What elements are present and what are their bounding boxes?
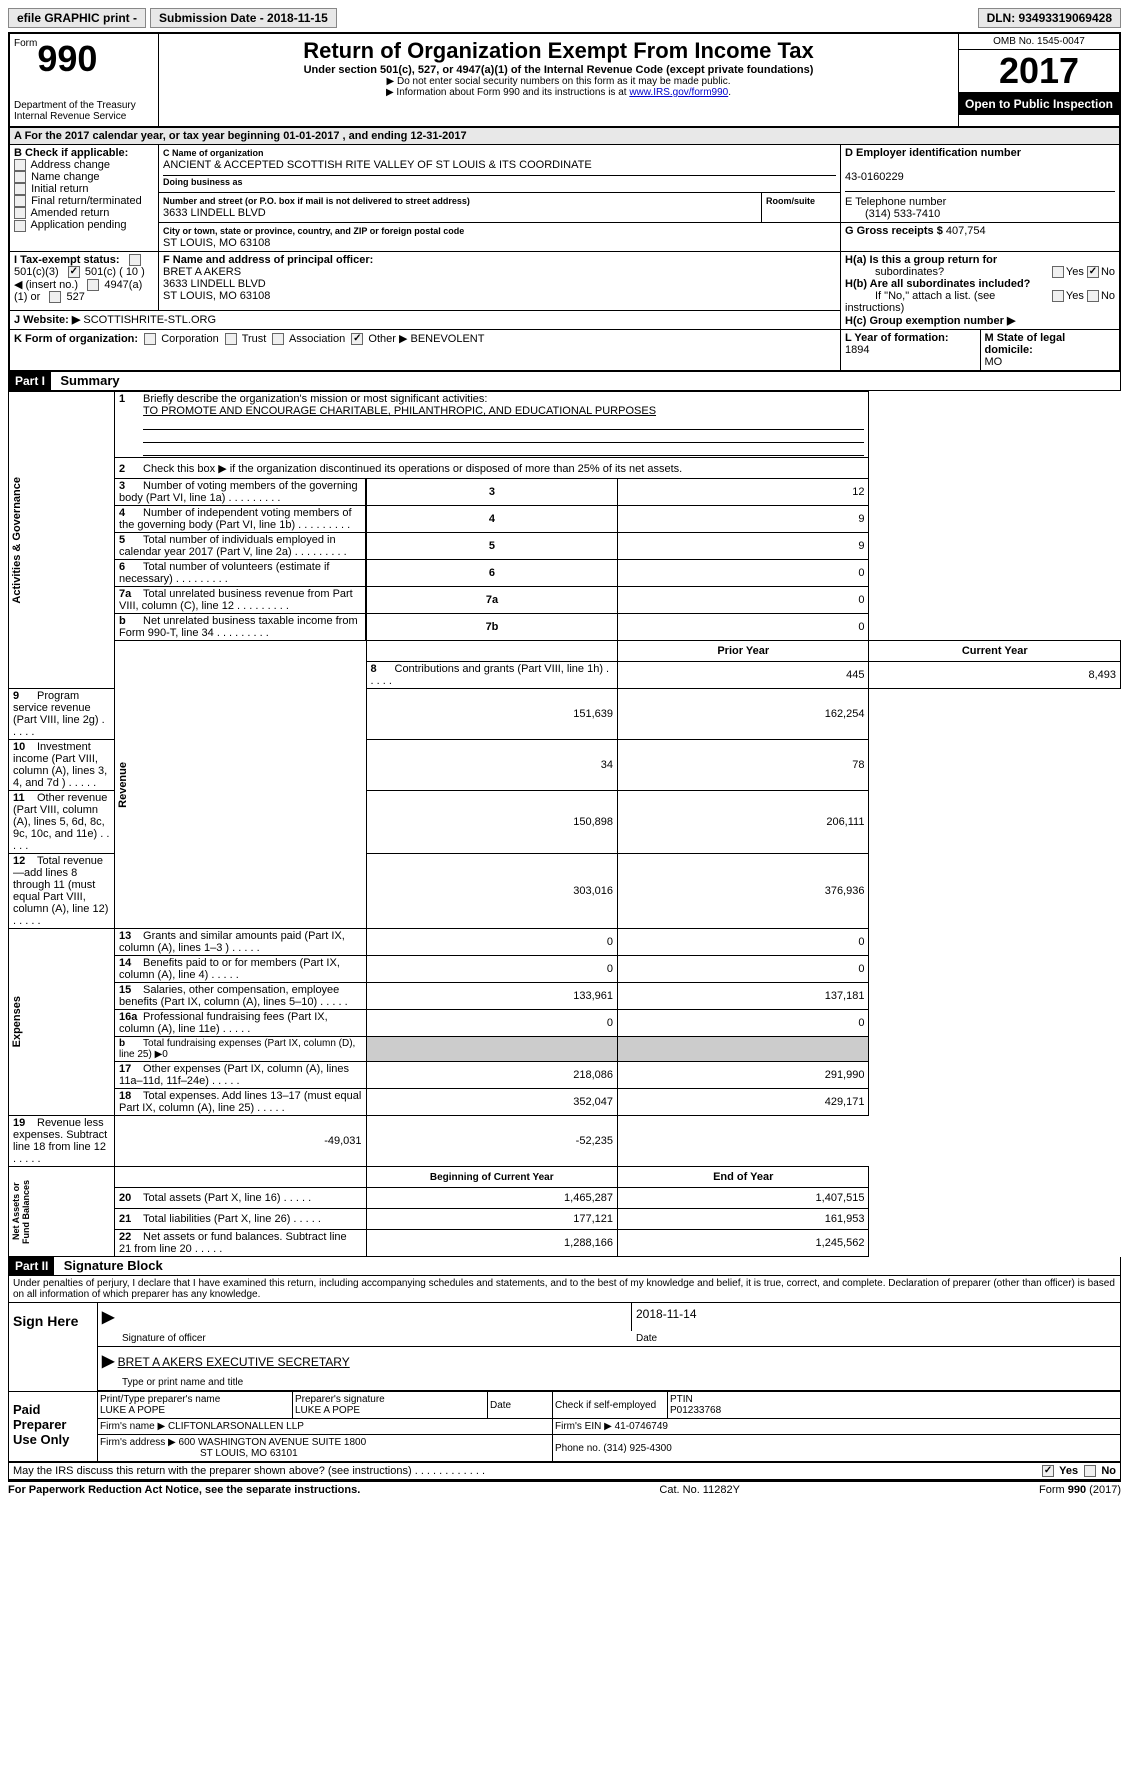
- note-ssn: ▶ Do not enter social security numbers o…: [163, 76, 954, 87]
- line-8: 8Contributions and grants (Part VIII, li…: [366, 662, 617, 689]
- checkbox-discuss-no[interactable]: [1084, 1465, 1096, 1477]
- room-suite: Room/suite: [762, 192, 841, 222]
- dln: DLN: 93493319069428: [978, 8, 1121, 28]
- footer: For Paperwork Reduction Act Notice, see …: [8, 1480, 1121, 1496]
- main-title: Return of Organization Exempt From Incom…: [163, 38, 954, 64]
- line-b: bTotal fundraising expenses (Part IX, co…: [115, 1037, 366, 1062]
- note-info: ▶ Information about Form 990 and its ins…: [163, 87, 954, 98]
- side-net: Net Assets or Fund Balances: [9, 1167, 33, 1256]
- section-l-m: L Year of formation: 1894 M State of leg…: [841, 330, 1121, 372]
- header-left: Form990 Department of the Treasury Inter…: [10, 34, 159, 126]
- checkbox-address-change[interactable]: [14, 159, 26, 171]
- part1-header-row: Part I Summary: [8, 372, 1121, 391]
- omb-number: OMB No. 1545-0047: [959, 34, 1119, 50]
- section-c-street: Number and street (or P.O. box if mail i…: [159, 192, 762, 222]
- side-exp: Expenses: [9, 992, 25, 1051]
- checkbox-assoc[interactable]: [272, 333, 284, 345]
- section-k: K Form of organization: Corporation Trus…: [9, 330, 841, 372]
- irs-link[interactable]: www.IRS.gov/form990: [629, 87, 728, 98]
- checkbox-ha-yes[interactable]: [1052, 266, 1064, 278]
- line-15: 15Salaries, other compensation, employee…: [115, 983, 366, 1010]
- checkbox-501c3[interactable]: [129, 254, 141, 266]
- paperwork-notice: For Paperwork Reduction Act Notice, see …: [8, 1484, 360, 1496]
- side-rev: Revenue: [115, 758, 131, 812]
- part1-badge: Part I: [9, 372, 51, 390]
- form-number: 990: [37, 38, 97, 79]
- checkbox-corp[interactable]: [144, 333, 156, 345]
- line-7b: bNet unrelated business taxable income f…: [115, 614, 366, 641]
- submission-date: Submission Date - 2018-11-15: [150, 8, 337, 28]
- line-18: 18Total expenses. Add lines 13–17 (must …: [115, 1089, 366, 1116]
- line-22: 22Net assets or fund balances. Subtract …: [115, 1230, 366, 1257]
- side-gov: Activities & Governance: [9, 473, 25, 608]
- section-h: H(a) Is this a group return for subordin…: [841, 252, 1121, 330]
- irs-label: Internal Revenue Service: [14, 111, 154, 122]
- checkbox-ha-no[interactable]: [1087, 266, 1099, 278]
- line-17: 17Other expenses (Part IX, column (A), l…: [115, 1062, 366, 1089]
- form-990: efile GRAPHIC print - Submission Date - …: [0, 0, 1129, 1504]
- paid-preparer-label: Paid Preparer Use Only: [9, 1392, 97, 1461]
- checkbox-amended[interactable]: [14, 207, 26, 219]
- line-9: 9Program service revenue (Part VIII, lin…: [9, 689, 115, 740]
- checkbox-discuss-yes[interactable]: [1042, 1465, 1054, 1477]
- checkbox-pending[interactable]: [14, 220, 26, 232]
- part2-header-row: Part II Signature Block: [8, 1257, 1121, 1276]
- summary-table: Activities & Governance 1Briefly describ…: [8, 391, 1121, 1257]
- entity-info-table: A For the 2017 calendar year, or tax yea…: [8, 126, 1121, 372]
- form-header: Form990 Department of the Treasury Inter…: [8, 32, 1121, 126]
- checkbox-hb-yes[interactable]: [1052, 290, 1064, 302]
- checkbox-initial-return[interactable]: [14, 183, 26, 195]
- line-4: 4Number of independent voting members of…: [115, 506, 366, 533]
- perjury-text: Under penalties of perjury, I declare th…: [9, 1276, 1120, 1303]
- header-center: Return of Organization Exempt From Incom…: [159, 34, 958, 126]
- line-16a: 16aProfessional fundraising fees (Part I…: [115, 1010, 366, 1037]
- inspection-label: Open to Public Inspection: [959, 93, 1119, 115]
- part1-title: Summary: [54, 373, 119, 388]
- line-19: 19Revenue less expenses. Subtract line 1…: [9, 1116, 115, 1167]
- section-i: I Tax-exempt status: 501(c)(3) 501(c) ( …: [9, 252, 159, 311]
- checkbox-527[interactable]: [49, 291, 61, 303]
- line-11: 11Other revenue (Part VIII, column (A), …: [9, 791, 115, 854]
- top-bar: efile GRAPHIC print - Submission Date - …: [8, 8, 1121, 28]
- cat-number: Cat. No. 11282Y: [659, 1484, 740, 1496]
- checkbox-trust[interactable]: [225, 333, 237, 345]
- line-3: 3Number of voting members of the governi…: [115, 479, 366, 506]
- line-21: 21Total liabilities (Part X, line 26) . …: [115, 1209, 366, 1230]
- checkbox-name-change[interactable]: [14, 171, 26, 183]
- checkbox-hb-no[interactable]: [1087, 290, 1099, 302]
- line-7a: 7aTotal unrelated business revenue from …: [115, 587, 366, 614]
- line-20: 20Total assets (Part X, line 16) . . . .…: [115, 1188, 366, 1209]
- checkbox-4947[interactable]: [87, 279, 99, 291]
- part2-title: Signature Block: [58, 1258, 163, 1273]
- section-a: A For the 2017 calendar year, or tax yea…: [9, 127, 1120, 145]
- line-14: 14Benefits paid to or for members (Part …: [115, 956, 366, 983]
- section-g: G Gross receipts $ 407,754: [841, 223, 1121, 252]
- tax-year: 2017: [959, 50, 1119, 93]
- line-5: 5Total number of individuals employed in…: [115, 533, 366, 560]
- checkbox-final-return[interactable]: [14, 195, 26, 207]
- efile-button[interactable]: efile GRAPHIC print -: [8, 8, 146, 28]
- sign-here-label: Sign Here: [9, 1303, 97, 1391]
- section-c-name: C Name of organization ANCIENT & ACCEPTE…: [159, 145, 841, 193]
- section-f: F Name and address of principal officer:…: [159, 252, 841, 311]
- line-12: 12Total revenue—add lines 8 through 11 (…: [9, 854, 115, 929]
- section-b: B Check if applicable: Address change Na…: [9, 145, 159, 252]
- checkbox-other[interactable]: [351, 333, 363, 345]
- part2-badge: Part II: [9, 1257, 54, 1275]
- section-c-city: City or town, state or province, country…: [159, 223, 841, 252]
- signature-block: Under penalties of perjury, I declare th…: [8, 1276, 1121, 1462]
- discuss-row: May the IRS discuss this return with the…: [8, 1462, 1121, 1480]
- line-10: 10Investment income (Part VIII, column (…: [9, 740, 115, 791]
- dept-treasury: Department of the Treasury: [14, 100, 154, 111]
- line-6: 6Total number of volunteers (estimate if…: [115, 560, 366, 587]
- section-j: J Website: ▶ SCOTTISHRITE-STL.ORG: [9, 310, 841, 329]
- form-ref: Form 990 (2017): [1039, 1484, 1121, 1496]
- line-13: 13Grants and similar amounts paid (Part …: [115, 929, 366, 956]
- form-label: Form: [14, 38, 37, 49]
- checkbox-501c[interactable]: [68, 266, 80, 278]
- subtitle: Under section 501(c), 527, or 4947(a)(1)…: [163, 64, 954, 76]
- header-right: OMB No. 1545-0047 2017 Open to Public In…: [958, 34, 1119, 126]
- section-d-e: D Employer identification number 43-0160…: [841, 145, 1121, 223]
